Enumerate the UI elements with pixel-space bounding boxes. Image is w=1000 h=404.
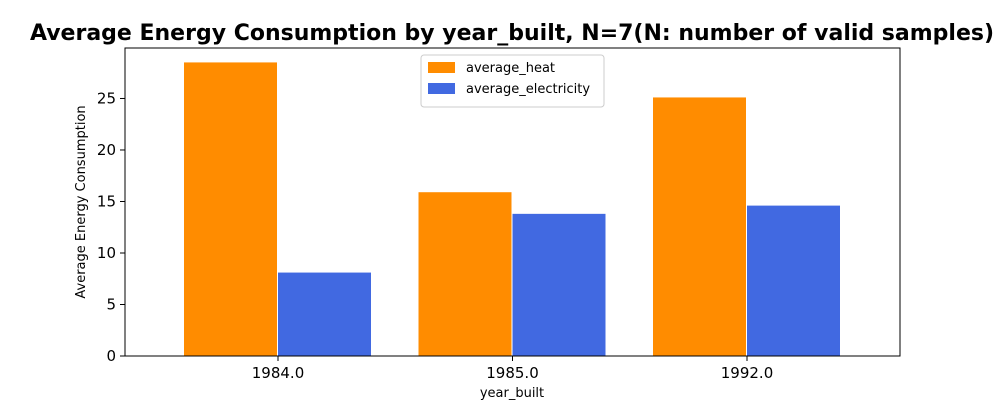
y-tick-label: 0 <box>106 347 116 365</box>
bar-average_electricity-1985.0 <box>512 213 606 356</box>
legend-label-average_heat: average_heat <box>466 61 555 76</box>
legend-swatch-average_heat <box>428 62 455 73</box>
y-tick-label: 10 <box>97 244 116 262</box>
bar-average_electricity-1984.0 <box>278 272 371 356</box>
bar-average_electricity-1992.0 <box>747 205 840 356</box>
legend-label-average_electricity: average_electricity <box>466 82 590 97</box>
legend-box <box>420 54 605 108</box>
bar-average_heat-1984.0 <box>184 62 277 356</box>
bar-average_heat-1992.0 <box>653 97 746 356</box>
y-tick-label: 15 <box>97 192 116 210</box>
x-axis: 1984.0 1985.0 1992.0 <box>252 356 774 382</box>
x-tick-label: 1984.0 <box>252 364 305 382</box>
y-tick-label: 20 <box>97 141 116 159</box>
bar-average_heat-1985.0 <box>418 192 512 356</box>
bars-layer <box>184 62 840 356</box>
x-tick-label: 1985.0 <box>486 364 539 382</box>
y-axis-label: Average Energy Consumption <box>74 105 89 298</box>
legend: average_heat average_electricity <box>420 54 605 108</box>
y-tick-label: 25 <box>97 89 116 107</box>
y-tick-label: 5 <box>106 295 116 313</box>
x-tick-label: 1992.0 <box>721 364 774 382</box>
chart-title: Average Energy Consumption by year_built… <box>30 21 994 46</box>
legend-swatch-average_electricity <box>428 83 455 94</box>
x-axis-label: year_built <box>480 386 544 400</box>
y-axis: 0 5 10 15 20 25 <box>97 89 125 365</box>
